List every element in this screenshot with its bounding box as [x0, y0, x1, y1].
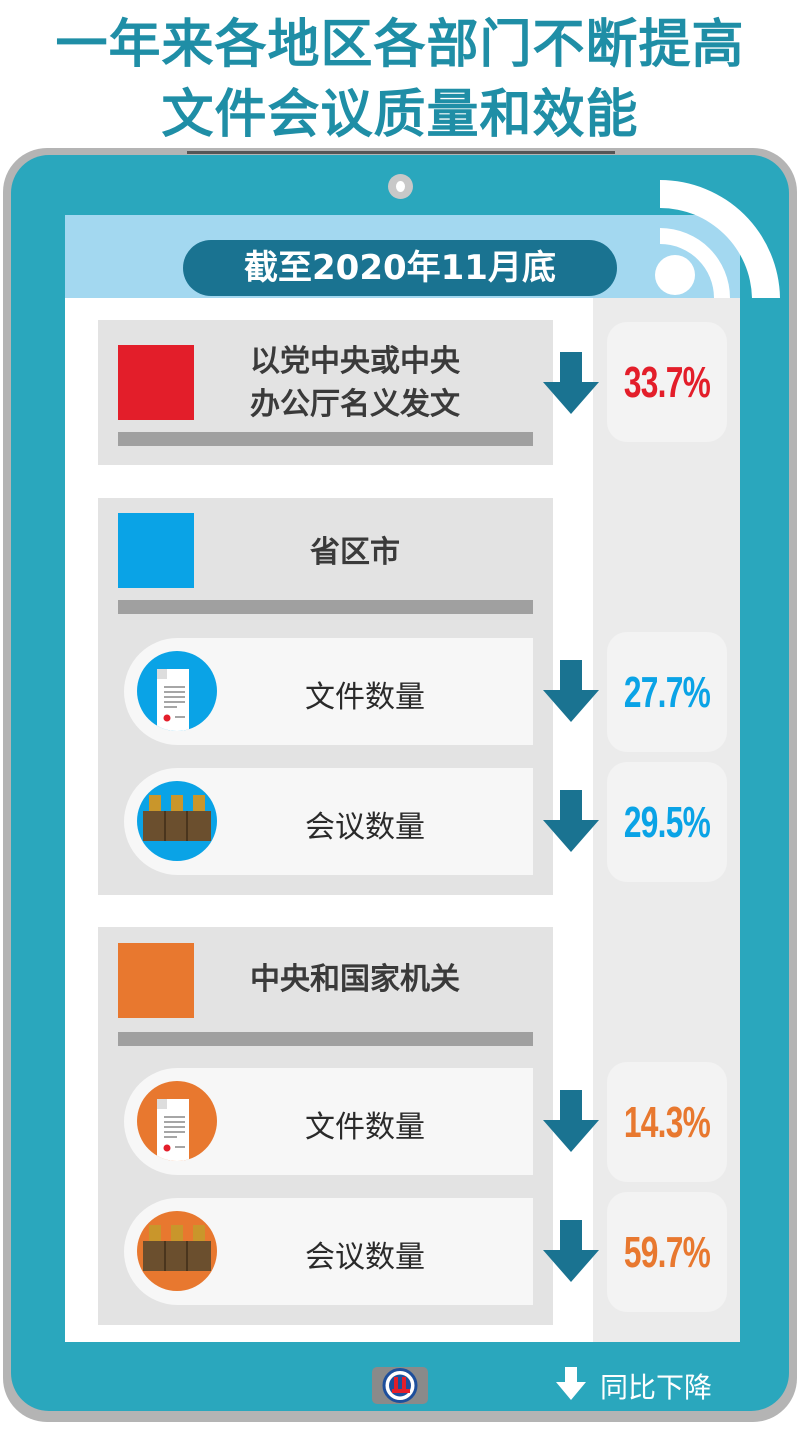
- divider-bar: [118, 432, 533, 446]
- down-arrow-icon: [556, 1367, 586, 1400]
- item-label: 会议数量: [305, 1240, 425, 1275]
- value-box: [607, 632, 727, 752]
- down-arrow-icon: [543, 1220, 599, 1282]
- blue-legend-square: [118, 513, 194, 588]
- down-arrow-icon: [543, 790, 599, 852]
- value-box: [607, 1062, 727, 1182]
- wifi-icon: [655, 180, 780, 298]
- tablet-top-edge: [187, 151, 615, 154]
- value-provinces-documents: 27.7%: [623, 668, 711, 717]
- value-organs-documents: 14.3%: [623, 1098, 711, 1147]
- down-arrow-icon: [543, 660, 599, 722]
- value-box: [607, 1192, 727, 1312]
- document-icon: [137, 651, 217, 731]
- divider-bar: [118, 1032, 533, 1046]
- date-banner: 截至2020年11月底: [183, 240, 617, 296]
- red-legend-square: [118, 345, 194, 420]
- item-label: 文件数量: [305, 1110, 425, 1145]
- document-icon: [137, 1081, 217, 1161]
- value-box: [607, 762, 727, 882]
- orange-legend-square: [118, 943, 194, 1018]
- value-provinces-meetings: 29.5%: [623, 798, 711, 847]
- meeting-seats-icon: [137, 1211, 217, 1291]
- down-arrow-icon: [543, 1090, 599, 1152]
- value-box: [607, 322, 727, 442]
- section-title-line-1: 以党中央或中央: [250, 344, 460, 379]
- value-organs-meetings: 59.7%: [623, 1228, 711, 1277]
- legend-label: 同比下降: [600, 1371, 713, 1404]
- title-line-1: 一年来各地区各部门不断提高: [55, 15, 745, 75]
- meeting-seats-icon: [137, 781, 217, 861]
- value-central-party: 33.7%: [623, 358, 711, 407]
- down-arrow-icon: [543, 352, 599, 414]
- section-title: 中央和国家机关: [250, 962, 460, 997]
- title-line-2: 文件会议质量和效能: [161, 85, 639, 145]
- section-title-line-2: 办公厅名义发文: [250, 387, 460, 422]
- xinhua-logo: [372, 1367, 428, 1404]
- section-title: 省区市: [310, 535, 400, 570]
- camera-icon: [388, 174, 413, 199]
- item-label: 会议数量: [305, 810, 425, 845]
- item-label: 文件数量: [305, 680, 425, 715]
- divider-bar: [118, 600, 533, 614]
